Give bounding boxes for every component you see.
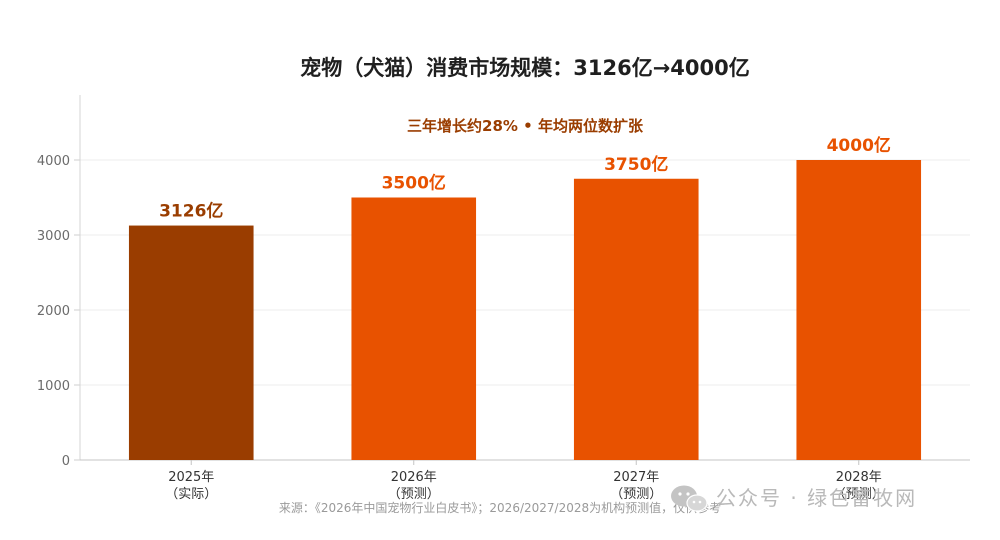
chart-title: 宠物（犬猫）消费市场规模：3126亿→4000亿 <box>300 56 750 80</box>
watermark: 公众号 · 绿色畜牧网 <box>671 485 917 512</box>
data-label: 3126亿 <box>159 201 223 222</box>
source-note: 来源：《2026年中国宠物行业白皮书》；2026/2027/2028为机构预测值… <box>279 500 721 515</box>
x-tick-label: 2026年 <box>391 470 437 485</box>
x-tick-note: （预测） <box>388 487 440 502</box>
y-tick-label: 4000 <box>37 154 70 169</box>
wechat-icon <box>671 485 708 512</box>
axes: 0 1000 2000 3000 4000 2025年 （实际） 2026年 （预测） 2027年… <box>37 95 970 502</box>
y-tick-label: 2000 <box>37 304 70 319</box>
watermark-text: 公众号 · 绿色畜牧网 <box>716 486 917 510</box>
bar <box>351 197 477 460</box>
bar <box>796 160 922 460</box>
data-label: 3750亿 <box>604 154 668 175</box>
x-tick-label: 2027年 <box>613 470 659 485</box>
y-tick-label: 3000 <box>37 229 70 244</box>
x-tick-note: （实际） <box>165 487 217 502</box>
chart-subtitle: 三年增长约28% • 年均两位数扩张 <box>407 117 644 135</box>
bar <box>573 178 699 460</box>
x-tick-label: 2028年 <box>836 470 882 485</box>
x-tick-note: （预测） <box>833 487 885 502</box>
bar <box>128 225 254 460</box>
y-tick-label: 0 <box>62 454 70 469</box>
data-label: 3500亿 <box>382 173 446 194</box>
x-tick-note: （预测） <box>610 487 662 502</box>
x-tick-label: 2025年 <box>168 470 214 485</box>
data-label: 4000亿 <box>827 135 891 156</box>
y-tick-label: 1000 <box>37 379 70 394</box>
data-labels: 3126亿 3500亿 3750亿 4000亿 <box>159 135 891 222</box>
bars <box>128 160 922 460</box>
